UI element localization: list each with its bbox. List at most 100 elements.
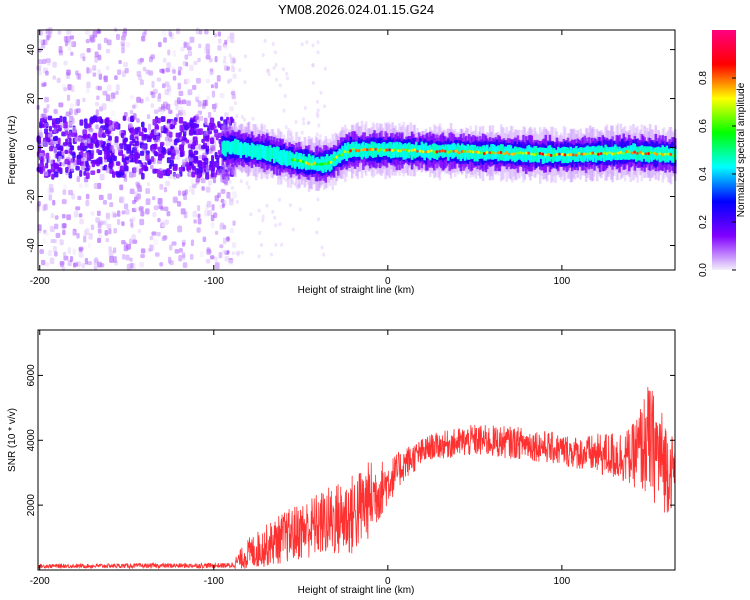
spectrogram-cell: [284, 177, 288, 182]
spectrogram-cell: [136, 70, 142, 77]
spectrogram-cell: [145, 188, 150, 194]
spectrogram-cell: [413, 145, 417, 159]
spectrogram-cell: [474, 146, 478, 161]
colorbar-tick-label: 0.2: [698, 215, 709, 229]
spectrogram-cell: [469, 149, 472, 153]
spectrogram-cell: [156, 77, 162, 82]
spectrogram-cell: [654, 147, 658, 159]
spectrogram-cell: [166, 131, 172, 137]
spectrogram-cell: [586, 152, 589, 156]
spectrogram-cell: [107, 193, 112, 200]
colorbar-tick-label: 0.6: [698, 119, 709, 133]
spectrogram-cell: [335, 155, 338, 159]
spectrogram-cell: [120, 132, 125, 139]
spectrogram-cell: [538, 151, 542, 155]
spectrogram-cell: [547, 153, 550, 157]
spectrogram-cell: [109, 255, 115, 263]
spectrogram-cell: [165, 180, 170, 187]
spectrogram-cell: [139, 261, 145, 268]
spectrogram-cell: [290, 158, 294, 162]
spectrogram-cell: [174, 138, 180, 143]
spectrogram-cell: [346, 142, 350, 159]
spectrogram-cell: [134, 205, 139, 211]
spectrogram-cell: [285, 76, 289, 81]
spectrogram-cell: [229, 116, 233, 123]
spectrogram-cell: [182, 159, 187, 165]
spectrogram-cell: [509, 145, 513, 159]
spectrogram-cell: [85, 160, 89, 168]
spectrogram-cell: [127, 263, 132, 269]
spectrogram-cell: [141, 172, 145, 180]
spectrogram-cell: [196, 227, 201, 233]
spectrogram-cell: [395, 141, 399, 158]
spectrogram-cell: [53, 147, 58, 155]
spectrogram-cell: [329, 160, 333, 164]
spectrogram-cell: [597, 152, 600, 156]
spectrogram-cell: [178, 255, 183, 262]
spectrogram-cell: [420, 141, 424, 158]
spectrogram-cell: [630, 151, 634, 155]
spectrogram-cell: [160, 109, 165, 115]
spectrogram-cell: [72, 152, 76, 159]
spectrogram-cell: [583, 152, 586, 156]
spectrogram-cell: [555, 153, 558, 157]
spectrogram-cell: [473, 144, 477, 162]
spectrogram-cell: [431, 143, 435, 158]
spectrogram-cell: [205, 78, 211, 84]
spectrogram-cell: [175, 113, 179, 119]
spectrogram-y-ticks: 40 20 0 -20 -40: [26, 44, 675, 253]
spectrogram-cell: [393, 148, 397, 152]
spectrogram-cell: [37, 65, 42, 72]
spectrogram-cell: [54, 251, 58, 257]
spectrogram-cell: [124, 156, 130, 161]
spectrogram-cell: [286, 152, 290, 166]
spectrogram-cell: [232, 140, 236, 154]
spectrogram-cell: [658, 152, 661, 156]
spectrogram-cell: [196, 94, 201, 100]
spectrogram-cell: [627, 150, 631, 154]
spectrogram-cell: [477, 150, 480, 154]
spectrogram-cell: [619, 150, 622, 154]
spectrogram-cell: [273, 50, 277, 55]
spectrogram-cell: [430, 146, 433, 159]
spectrogram-cell: [221, 203, 225, 208]
spectrogram-cell: [657, 146, 660, 159]
spectrogram-cell: [261, 214, 265, 219]
spectrogram-cell: [232, 73, 237, 79]
spectrogram-cell: [402, 144, 405, 160]
spectrogram-cell: [446, 150, 450, 154]
spectrogram-x-label: Height of straight line (km): [298, 285, 415, 296]
spectrogram-cell: [275, 146, 279, 162]
spectrogram-cell: [220, 116, 224, 121]
spectrogram-cell: [209, 160, 214, 168]
spectrogram-cell: [232, 58, 236, 64]
spectrogram-cell: [266, 146, 269, 161]
spectrogram-y-tick-label: 0: [26, 144, 37, 150]
spectrogram-cell: [217, 149, 223, 155]
spectrogram-cell: [166, 157, 171, 164]
spectrogram-cell: [76, 176, 80, 183]
spectrogram-cell: [261, 53, 265, 58]
spectrogram-cell: [187, 50, 193, 57]
spectrogram-cell: [274, 77, 278, 82]
spectrogram-cell: [116, 210, 121, 217]
spectrogram-cell: [222, 59, 226, 64]
spectrogram-cell: [220, 188, 226, 194]
spectrogram-cell: [54, 163, 60, 170]
spectrogram-cell: [69, 255, 74, 263]
spectrogram-cell: [202, 236, 207, 243]
spectrogram-cell: [576, 149, 580, 162]
spectrogram-cell: [228, 142, 231, 155]
spectrogram-cell: [224, 112, 229, 118]
spectrogram-x-tick-label: 0: [385, 276, 391, 287]
spectrogram-cell: [130, 222, 134, 228]
spectrogram-cell: [44, 96, 49, 103]
spectrogram-cell: [190, 239, 194, 247]
spectrogram-cell: [97, 43, 102, 51]
spectrogram-cell: [79, 170, 83, 177]
spectrogram-cell: [413, 148, 416, 152]
spectrogram-cell: [396, 149, 400, 153]
spectrogram-cell: [105, 238, 110, 243]
spectrogram-cell: [582, 147, 585, 163]
spectrogram-cell: [208, 71, 213, 77]
